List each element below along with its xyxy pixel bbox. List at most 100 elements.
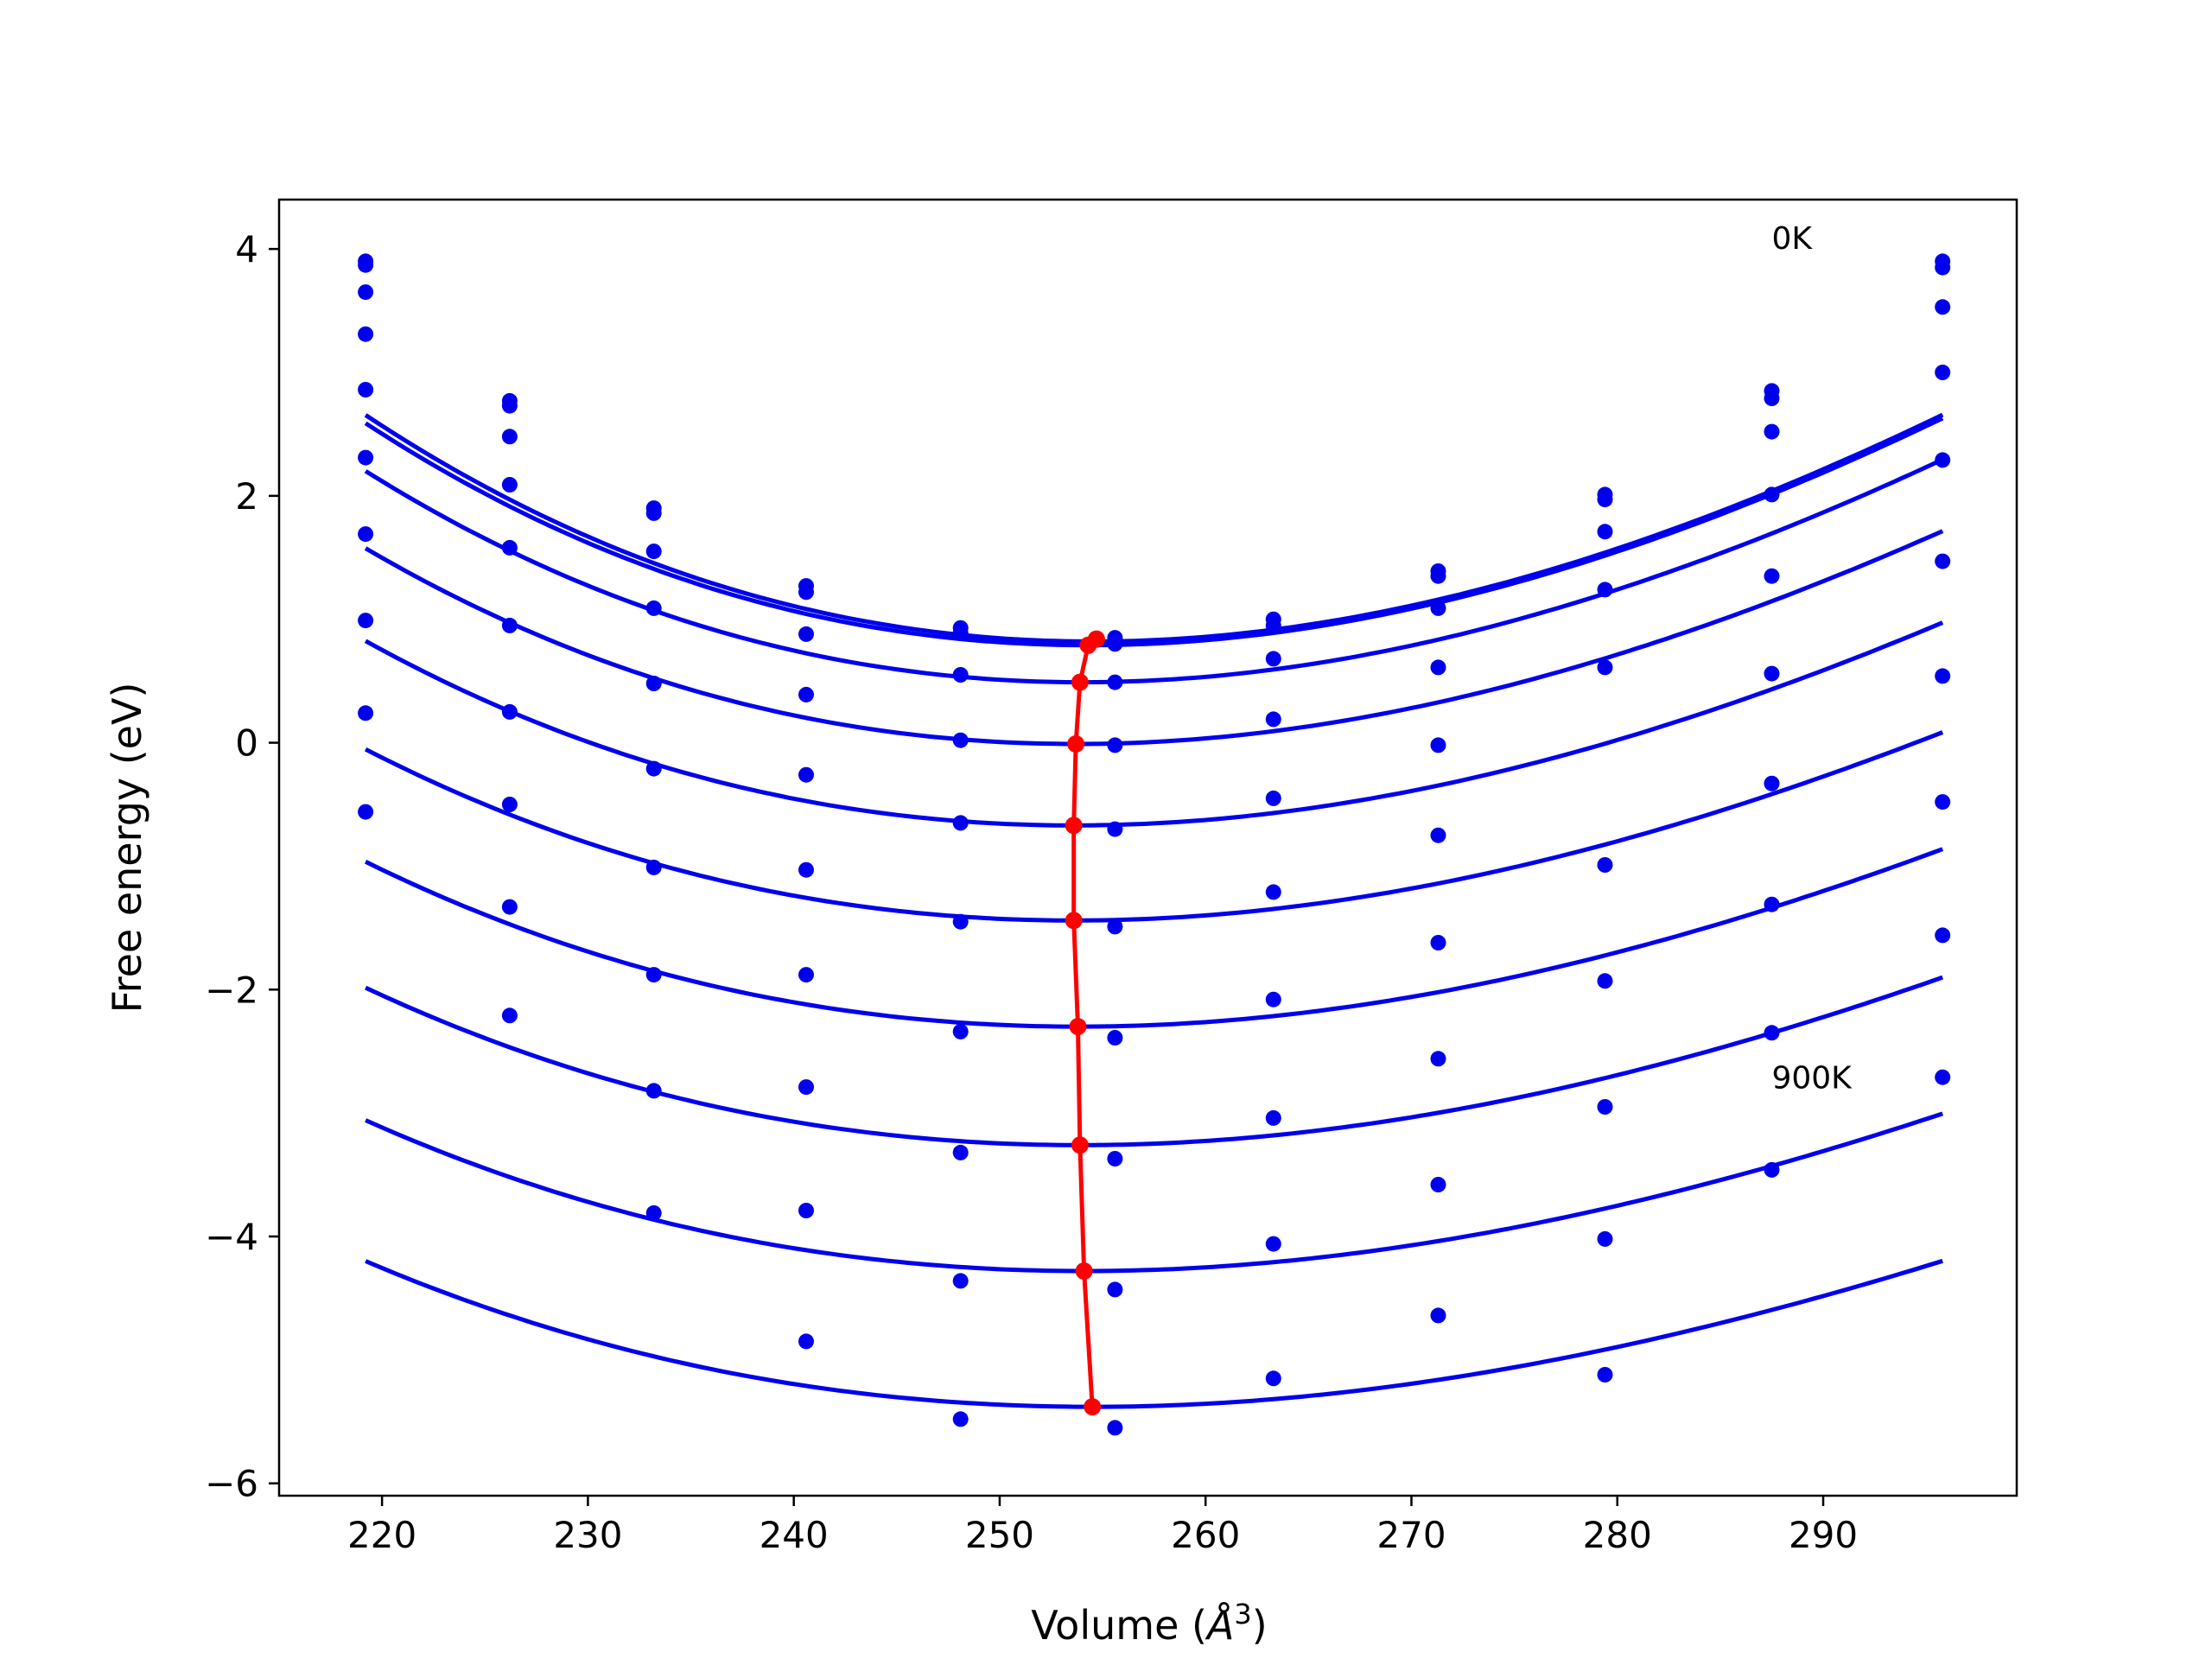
data-point <box>798 1333 814 1350</box>
x-tick-label: 250 <box>965 1514 1034 1556</box>
data-point <box>358 449 374 466</box>
minimum-point <box>1067 735 1085 753</box>
data-point <box>1430 1307 1446 1324</box>
fit-curve <box>364 457 1944 685</box>
data-point <box>358 382 374 397</box>
y-axis-label: Free energy (eV) <box>104 683 150 1014</box>
data-point <box>501 899 518 915</box>
data-point <box>645 967 662 983</box>
data-point <box>1107 674 1123 690</box>
data-point <box>1935 365 1951 380</box>
series-6 <box>358 526 1951 1046</box>
data-point <box>501 797 518 812</box>
minimum-point <box>1069 1018 1087 1036</box>
data-point <box>1430 568 1446 584</box>
data-point <box>1107 821 1123 837</box>
y-tick-label: −2 <box>205 969 258 1011</box>
data-point <box>1430 935 1446 950</box>
x-tick-label: 260 <box>1171 1514 1240 1556</box>
data-point <box>1597 1099 1613 1115</box>
data-point <box>1107 1420 1123 1436</box>
data-point <box>1935 927 1951 944</box>
data-point <box>645 859 662 875</box>
y-tick-label: −4 <box>205 1216 258 1258</box>
x-tick-label: 220 <box>347 1514 416 1556</box>
data-point <box>1764 896 1780 912</box>
data-point <box>1430 1051 1446 1067</box>
data-point <box>1935 553 1951 569</box>
fit-curve <box>364 620 1944 828</box>
data-point <box>645 676 662 691</box>
minimum-point <box>1065 817 1083 835</box>
data-point <box>1107 636 1123 652</box>
data-point <box>1597 524 1613 540</box>
data-point <box>1430 659 1446 676</box>
x-tick-label: 280 <box>1583 1514 1652 1556</box>
fit-curve <box>365 975 1944 1147</box>
minimum-point <box>1065 912 1083 930</box>
data-point <box>1430 737 1446 753</box>
data-point <box>798 766 814 783</box>
data-point <box>1107 737 1123 753</box>
x-axis-label: Volume (Å3) <box>1031 1598 1267 1649</box>
data-point <box>645 543 662 560</box>
y-tick-label: 2 <box>235 475 258 518</box>
fit-curve <box>364 416 1944 648</box>
series-4 <box>358 382 1951 837</box>
x-axis-label-text: Volume ( <box>1031 1602 1207 1649</box>
data-point <box>358 705 374 721</box>
data-point <box>1597 492 1613 508</box>
data-point <box>1597 659 1613 676</box>
data-point <box>645 760 662 777</box>
fit-curve <box>364 847 1944 1029</box>
data-point <box>501 539 518 556</box>
x-tick-label: 240 <box>760 1514 829 1556</box>
data-point <box>798 861 814 878</box>
series-9 <box>358 804 1951 1436</box>
data-point <box>798 967 814 983</box>
data-point <box>1265 1109 1281 1126</box>
series-7 <box>358 613 1951 1166</box>
minimum-trace <box>1065 630 1105 1416</box>
data-point <box>1764 1025 1780 1041</box>
data-point <box>1597 1367 1613 1382</box>
y-tick-label: −6 <box>205 1463 258 1505</box>
data-point <box>1764 1161 1780 1178</box>
data-point <box>1265 617 1281 633</box>
series-2 <box>358 284 1951 690</box>
data-point <box>1107 1151 1123 1166</box>
data-point <box>1265 991 1281 1007</box>
data-point <box>501 477 518 493</box>
fit-curve <box>364 412 1944 644</box>
y-axis: 4 2 0 −2 −4 −6 <box>205 228 279 1505</box>
minimum-point <box>1084 1398 1102 1416</box>
data-point <box>798 1079 814 1096</box>
data-point <box>798 584 814 601</box>
data-point <box>1597 857 1613 873</box>
data-point <box>1597 582 1613 598</box>
x-tick-label: 230 <box>553 1514 622 1556</box>
data-point <box>798 686 814 702</box>
data-point <box>1107 918 1123 935</box>
x-axis-label-unit: Å <box>1205 1602 1234 1649</box>
data-point <box>1265 790 1281 806</box>
data-point <box>501 397 518 414</box>
data-point <box>952 1023 969 1039</box>
curve-annotation: 900K <box>1771 1061 1853 1096</box>
data-point <box>645 1205 662 1221</box>
data-point <box>1764 391 1780 406</box>
data-point <box>358 613 374 629</box>
fit-curve <box>364 529 1944 747</box>
data-point <box>1935 794 1951 810</box>
data-point <box>358 257 374 273</box>
data-point <box>501 617 518 633</box>
series-5 <box>358 449 1951 935</box>
fit-curve <box>365 1258 1943 1409</box>
data-point <box>358 804 374 820</box>
data-point <box>798 1203 814 1218</box>
data-point <box>1764 486 1780 503</box>
data-point <box>1935 452 1951 468</box>
data-point <box>358 326 374 342</box>
